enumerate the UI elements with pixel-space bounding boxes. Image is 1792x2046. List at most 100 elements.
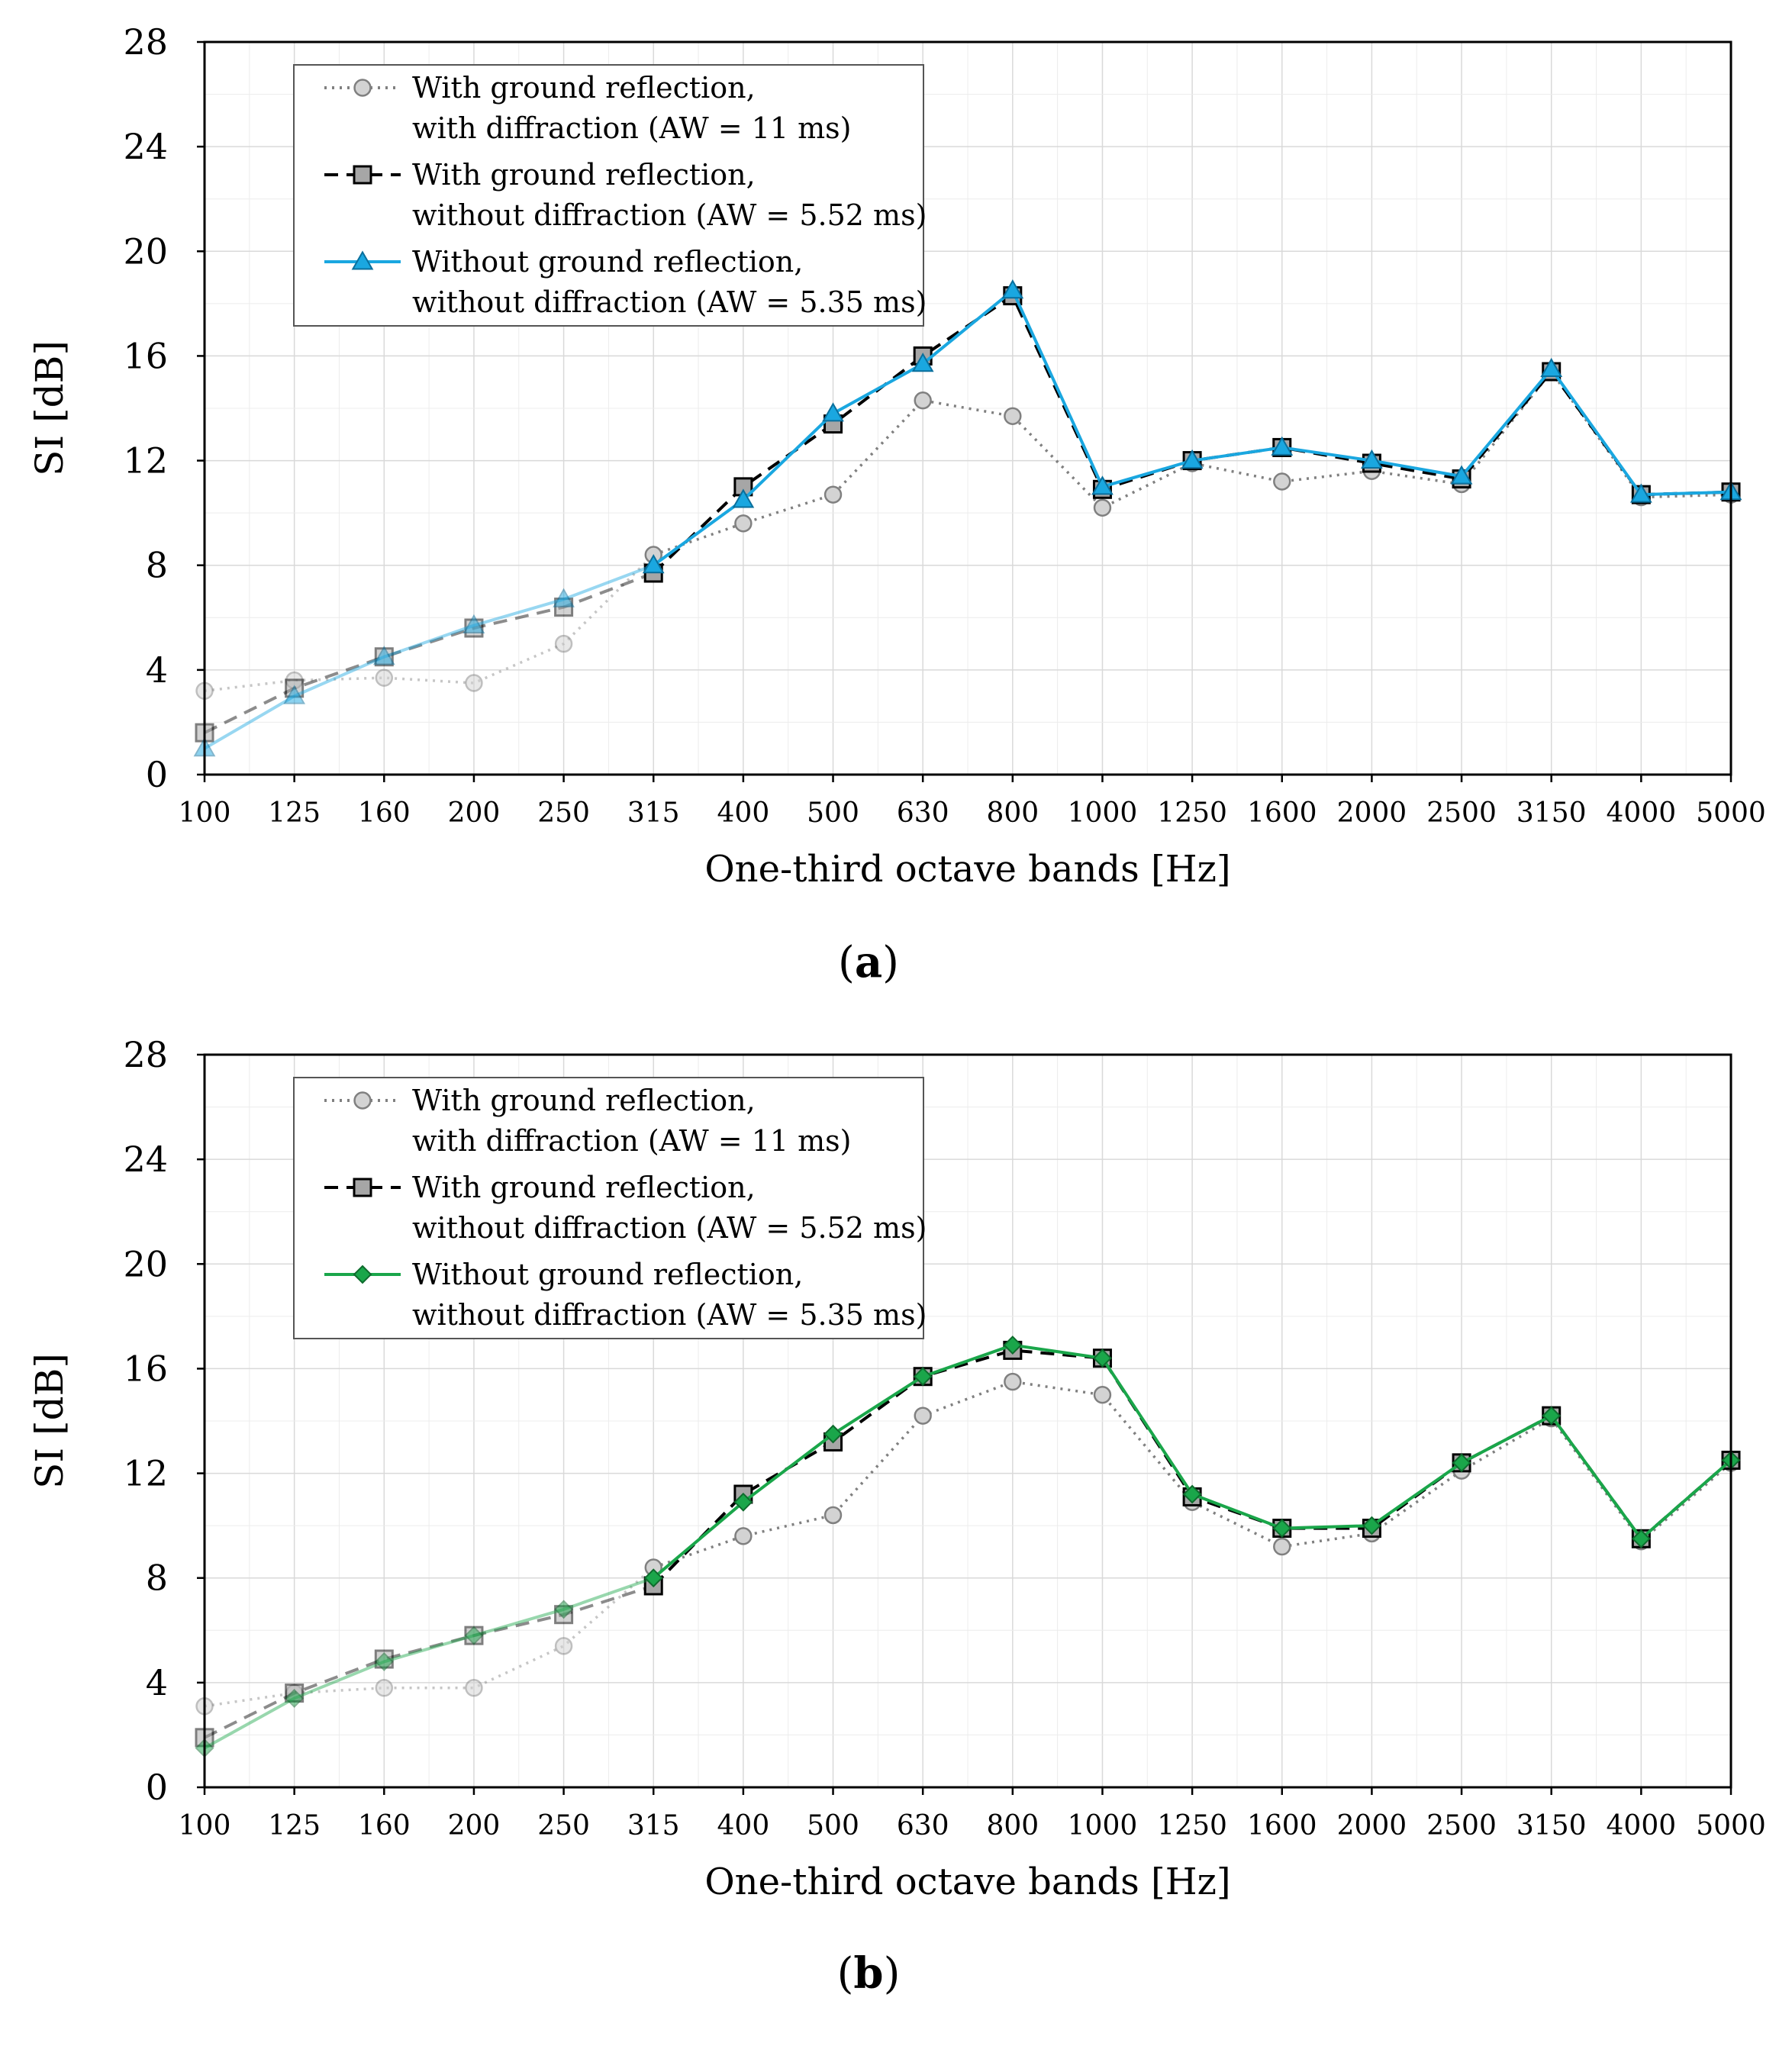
x-axis-label: One-third octave bands [Hz] [704, 1861, 1230, 1903]
x-tick-label: 1000 [1068, 1810, 1138, 1841]
x-tick-label: 1250 [1157, 797, 1227, 829]
legend-label: Without ground reflection, [412, 1258, 803, 1291]
x-tick-label: 4000 [1607, 1810, 1677, 1841]
marker [822, 402, 844, 422]
series-3 [193, 279, 1742, 757]
y-tick-label: 20 [123, 1243, 168, 1284]
marker [1181, 449, 1204, 469]
chart-b: 0 4 8 12 16 20 24 28 100 125 160 200 250 315 400 500 630… [27, 1034, 1766, 1903]
y-tick-label: 12 [123, 1453, 168, 1494]
x-tick-label: 3150 [1516, 797, 1587, 829]
x-tick-label: 2500 [1426, 1810, 1497, 1841]
legend-label-line2: with diffraction (AW = 11 ms) [412, 1124, 852, 1158]
marker [1450, 465, 1473, 485]
marker [353, 1265, 372, 1284]
marker [554, 634, 573, 653]
marker [465, 674, 483, 692]
x-tick-label: 160 [358, 797, 411, 829]
marker [1003, 1336, 1023, 1355]
x-tick-label: 500 [807, 797, 859, 829]
x-tick-label: 5000 [1696, 1810, 1766, 1841]
marker [283, 685, 306, 704]
marker [734, 1527, 753, 1545]
x-tick-label: 400 [717, 797, 770, 829]
marker [1093, 498, 1112, 517]
x-tick-label: 315 [627, 797, 680, 829]
marker [823, 485, 843, 504]
legend-label: With ground reflection, [412, 1084, 756, 1117]
y-tick-label: 28 [123, 1034, 168, 1075]
marker [823, 1506, 843, 1525]
marker [553, 588, 575, 607]
x-tick-label: 400 [717, 1810, 770, 1841]
series-line-faded [203, 563, 654, 750]
marker [1272, 1519, 1292, 1538]
x-tick-label: 630 [897, 797, 949, 829]
marker [1273, 1537, 1291, 1556]
x-tick-label: 100 [179, 1810, 231, 1841]
marker [1540, 357, 1563, 378]
marker [733, 1492, 753, 1512]
legend-label: With ground reflection, [412, 1171, 756, 1204]
x-tick-label: 160 [358, 1810, 411, 1841]
x-tick-label: 100 [179, 797, 231, 829]
panel-label: (b) [837, 1948, 901, 1999]
y-tick-label: 0 [146, 1767, 168, 1808]
marker [1004, 407, 1022, 425]
marker [914, 391, 932, 410]
x-tick-label: 500 [807, 1810, 859, 1841]
y-tick-label: 24 [123, 1139, 168, 1180]
marker [353, 1091, 372, 1110]
y-tick-label: 4 [146, 649, 168, 691]
legend-label: With ground reflection, [412, 158, 756, 192]
chart-a: 0 4 8 12 16 20 24 28 100 125 160 200 250 315 400 500 630… [27, 21, 1766, 891]
marker [353, 165, 372, 185]
y-axis-label: SI [dB] [27, 340, 72, 476]
marker [642, 554, 665, 574]
legend-label-line2: without diffraction (AW = 5.52 ms) [412, 1211, 927, 1245]
marker [1361, 449, 1383, 469]
y-tick-label: 20 [123, 230, 168, 272]
x-tick-label: 1250 [1157, 1810, 1227, 1841]
marker [1004, 1372, 1022, 1391]
marker [554, 1637, 573, 1655]
marker [1631, 1529, 1651, 1548]
y-tick-label: 0 [146, 754, 168, 795]
x-tick-label: 3150 [1516, 1810, 1587, 1841]
marker [1542, 1406, 1562, 1426]
legend-box [293, 1077, 924, 1339]
x-tick-label: 2000 [1337, 797, 1407, 829]
marker [465, 1679, 483, 1697]
legend: With ground reflection, with diffraction … [293, 1077, 927, 1339]
x-tick-label: 250 [537, 1810, 590, 1841]
series-line-faded [204, 1566, 655, 1708]
y-axis-label: SI [dB] [27, 1353, 72, 1489]
legend-box [293, 64, 924, 327]
x-tick-label: 800 [986, 1810, 1039, 1841]
marker [353, 79, 372, 97]
marker [1629, 483, 1652, 503]
x-tick-label: 1600 [1247, 797, 1317, 829]
legend-label-line2: without diffraction (AW = 5.35 ms) [412, 1298, 927, 1332]
x-tick-label: 1600 [1247, 1810, 1317, 1841]
x-tick-label: 125 [268, 797, 321, 829]
marker [732, 488, 755, 508]
marker [911, 353, 934, 372]
plot-frame [203, 1053, 1732, 1789]
marker [1452, 1453, 1471, 1473]
series-line-faded [204, 1576, 654, 1750]
marker [914, 1406, 932, 1425]
marker [913, 1367, 933, 1387]
marker [1093, 1386, 1112, 1404]
y-tick-label: 16 [123, 1348, 168, 1389]
y-tick-label: 16 [123, 335, 168, 376]
marker [375, 1679, 393, 1697]
marker [353, 1178, 372, 1197]
marker [554, 1600, 574, 1619]
marker [372, 646, 395, 665]
panel-label: (a) [838, 937, 899, 988]
marker [823, 1424, 843, 1444]
marker [351, 250, 374, 270]
plot-frame [203, 40, 1732, 776]
